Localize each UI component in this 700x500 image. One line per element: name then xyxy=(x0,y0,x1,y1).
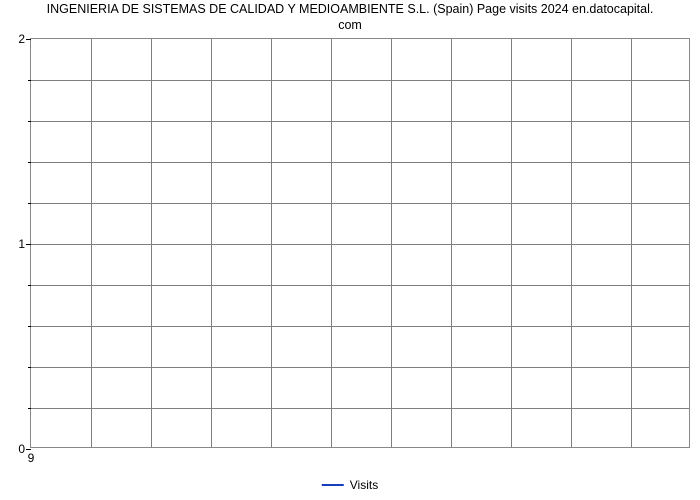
grid-line-horizontal xyxy=(31,162,689,163)
grid-line-vertical xyxy=(571,39,572,447)
ytick-label: 2 xyxy=(7,32,31,46)
ytick-minor xyxy=(28,121,31,122)
grid-line-vertical xyxy=(511,39,512,447)
grid-line-horizontal xyxy=(31,367,689,368)
xtick-label: 9 xyxy=(28,447,35,465)
grid-line-horizontal xyxy=(31,408,689,409)
ytick-minor xyxy=(28,408,31,409)
legend: Visits xyxy=(322,478,378,492)
grid-line-vertical xyxy=(151,39,152,447)
grid-line-vertical xyxy=(331,39,332,447)
ytick-minor xyxy=(28,326,31,327)
grid-line-horizontal xyxy=(31,326,689,327)
grid-line-horizontal xyxy=(31,121,689,122)
grid-line-vertical xyxy=(91,39,92,447)
grid-line-horizontal xyxy=(31,244,689,245)
visits-chart: INGENIERIA DE SISTEMAS DE CALIDAD Y MEDI… xyxy=(0,0,700,500)
grid-line-vertical xyxy=(391,39,392,447)
ytick-minor xyxy=(28,203,31,204)
grid-line-horizontal xyxy=(31,285,689,286)
grid-line-vertical xyxy=(631,39,632,447)
grid-line-horizontal xyxy=(31,80,689,81)
ytick-minor xyxy=(28,80,31,81)
legend-swatch-visits xyxy=(322,484,344,487)
ytick-minor xyxy=(28,285,31,286)
ytick-label: 1 xyxy=(7,237,31,251)
grid-line-horizontal xyxy=(31,203,689,204)
grid-line-vertical xyxy=(271,39,272,447)
chart-title: INGENIERIA DE SISTEMAS DE CALIDAD Y MEDI… xyxy=(0,2,700,33)
grid-line-vertical xyxy=(211,39,212,447)
ytick-minor xyxy=(28,162,31,163)
ytick-minor xyxy=(28,367,31,368)
legend-label-visits: Visits xyxy=(350,478,378,492)
plot-area: 0129 xyxy=(30,38,690,448)
chart-title-line2: com xyxy=(338,18,362,32)
grid-line-vertical xyxy=(451,39,452,447)
chart-title-line1: INGENIERIA DE SISTEMAS DE CALIDAD Y MEDI… xyxy=(47,2,654,16)
